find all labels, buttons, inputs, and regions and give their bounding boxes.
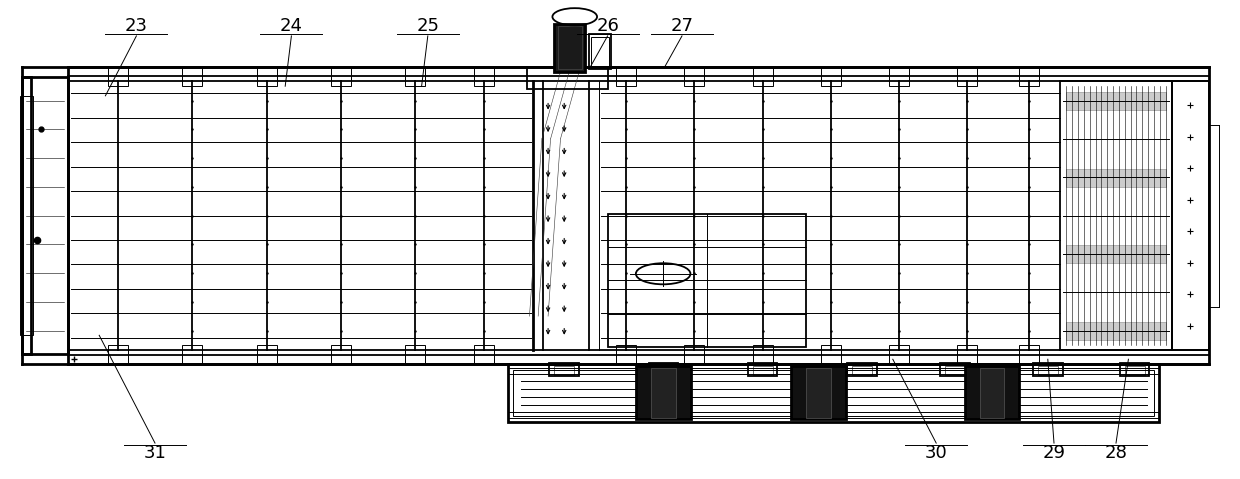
Bar [852, 366, 872, 375]
Bar [1019, 345, 1039, 364]
Bar [554, 366, 574, 375]
Bar [549, 363, 579, 376]
Bar [513, 370, 1154, 416]
Bar [753, 366, 773, 375]
Bar [20, 96, 33, 335]
Bar [554, 24, 585, 72]
Bar [1060, 81, 1172, 350]
Bar [1066, 92, 1166, 110]
Bar [589, 34, 611, 69]
Text: 23: 23 [125, 17, 148, 35]
Bar [651, 368, 676, 418]
Bar [591, 37, 609, 68]
Text: 27: 27 [671, 17, 693, 35]
Bar [616, 345, 636, 364]
Bar [847, 363, 877, 376]
Bar [636, 366, 691, 419]
Bar [616, 67, 636, 86]
Text: 28: 28 [1105, 444, 1127, 462]
Bar [1038, 366, 1058, 375]
Bar [22, 77, 31, 354]
Bar [1066, 169, 1166, 187]
Text: 30: 30 [925, 444, 947, 462]
Bar [182, 345, 202, 364]
Bar [1125, 366, 1145, 375]
Bar [558, 26, 582, 69]
Bar [791, 366, 846, 419]
Bar [653, 366, 673, 375]
Bar [1033, 363, 1063, 376]
Bar [608, 214, 806, 347]
Text: 25: 25 [417, 17, 439, 35]
Bar [821, 345, 841, 364]
Text: 31: 31 [144, 444, 166, 462]
Text: 26: 26 [596, 17, 619, 35]
Bar [684, 345, 704, 364]
Bar [753, 67, 773, 86]
Bar [68, 67, 1209, 364]
Bar [957, 67, 977, 86]
Bar [474, 67, 494, 86]
Bar [980, 368, 1004, 418]
Text: 24: 24 [280, 17, 303, 35]
Bar [889, 345, 909, 364]
Bar [957, 345, 977, 364]
Text: 29: 29 [1043, 444, 1065, 462]
Bar [940, 363, 970, 376]
Bar [1172, 81, 1209, 350]
Bar [22, 77, 68, 354]
Bar [257, 345, 277, 364]
Bar [405, 345, 425, 364]
Bar [182, 67, 202, 86]
Bar [965, 366, 1019, 419]
Bar [331, 345, 351, 364]
Bar [945, 366, 965, 375]
Bar [474, 345, 494, 364]
Bar [405, 67, 425, 86]
Bar [753, 345, 773, 364]
Bar [108, 345, 128, 364]
Bar [108, 67, 128, 86]
Bar [527, 67, 608, 89]
Bar [331, 67, 351, 86]
Bar [806, 368, 831, 418]
Bar [1019, 67, 1039, 86]
Bar [649, 363, 678, 376]
Bar [1066, 245, 1166, 263]
Bar [684, 67, 704, 86]
Bar [889, 67, 909, 86]
Bar [821, 67, 841, 86]
Bar [748, 363, 777, 376]
Bar [1066, 322, 1166, 340]
Bar [508, 364, 1159, 422]
Bar [1120, 363, 1149, 376]
Bar [257, 67, 277, 86]
